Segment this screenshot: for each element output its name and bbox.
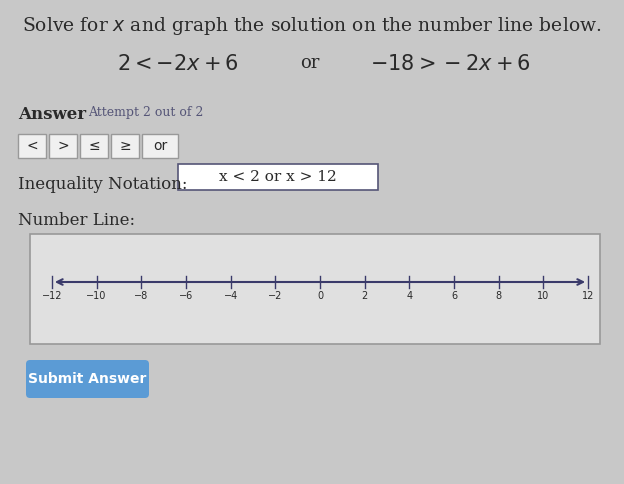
FancyBboxPatch shape	[142, 134, 178, 158]
Text: −6: −6	[179, 291, 193, 301]
Text: Number Line:: Number Line:	[18, 212, 135, 229]
Text: Inequality Notation:: Inequality Notation:	[18, 176, 187, 193]
Text: 4: 4	[406, 291, 412, 301]
FancyBboxPatch shape	[80, 134, 108, 158]
Text: 2: 2	[361, 291, 368, 301]
Text: <: <	[26, 139, 38, 153]
Text: −8: −8	[134, 291, 149, 301]
Text: Solve for $x$ and graph the solution on the number line below.: Solve for $x$ and graph the solution on …	[22, 15, 602, 37]
Text: ≤: ≤	[88, 139, 100, 153]
FancyBboxPatch shape	[18, 134, 46, 158]
Text: 10: 10	[537, 291, 550, 301]
Text: or: or	[153, 139, 167, 153]
FancyBboxPatch shape	[111, 134, 139, 158]
Text: Answer: Answer	[18, 106, 86, 123]
Text: 8: 8	[495, 291, 502, 301]
Text: −4: −4	[223, 291, 238, 301]
Text: x < 2 or x > 12: x < 2 or x > 12	[219, 170, 337, 184]
Text: or: or	[300, 54, 319, 72]
Text: 0: 0	[317, 291, 323, 301]
Text: $2 < -2x+6$: $2 < -2x+6$	[117, 54, 239, 74]
Text: 12: 12	[582, 291, 594, 301]
Text: −2: −2	[268, 291, 283, 301]
Text: 6: 6	[451, 291, 457, 301]
Text: >: >	[57, 139, 69, 153]
FancyBboxPatch shape	[49, 134, 77, 158]
Text: ≥: ≥	[119, 139, 131, 153]
Text: −10: −10	[87, 291, 107, 301]
FancyBboxPatch shape	[178, 164, 378, 190]
Text: −12: −12	[42, 291, 62, 301]
FancyBboxPatch shape	[26, 360, 149, 398]
Text: $-18 > -2x+6$: $-18 > -2x+6$	[369, 54, 530, 74]
Text: Submit Answer: Submit Answer	[28, 372, 147, 386]
FancyBboxPatch shape	[30, 234, 600, 344]
Text: Attempt 2 out of 2: Attempt 2 out of 2	[88, 106, 203, 119]
